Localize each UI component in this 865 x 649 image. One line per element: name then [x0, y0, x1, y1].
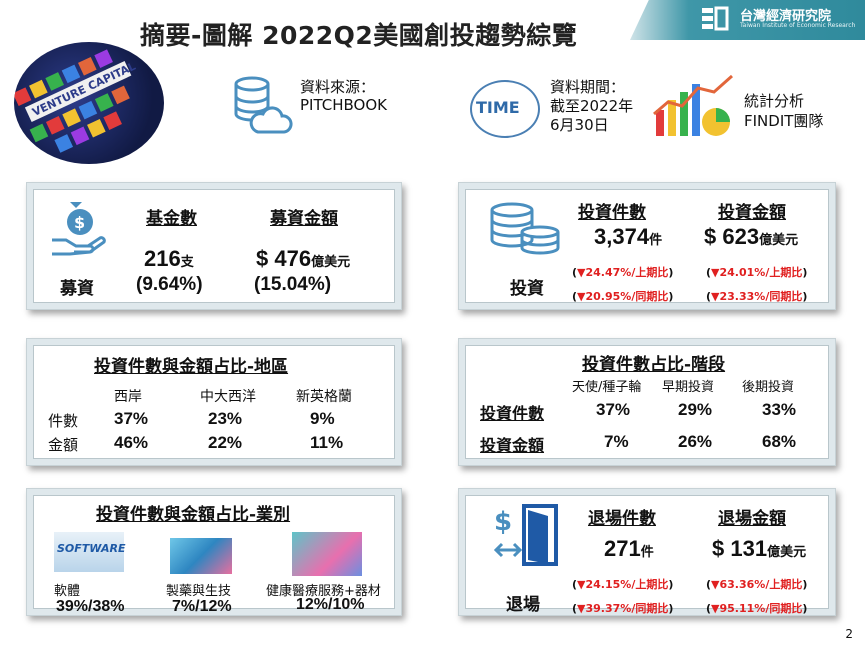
investment-count-value: 3,374件 — [594, 224, 663, 249]
investment-section-label: 投資 — [510, 279, 544, 299]
exit-door-icon: $ — [492, 502, 564, 572]
stage-count-late: 33% — [762, 400, 797, 419]
industry-label-software: 軟體 — [54, 584, 81, 599]
stage-amount-early: 26% — [678, 432, 713, 451]
coins-icon — [488, 202, 562, 262]
stage-title: 投資件數占比-階段 — [582, 355, 726, 375]
venture-capital-image: VENTURE CAPITAL — [14, 42, 164, 164]
exit-panel: $ 退場 退場件數 退場金額 271件 $ 131億美元 (▼24.15%/上期… — [458, 488, 836, 616]
investment-count-heading: 投資件數 — [578, 203, 646, 223]
region-col-newengland: 新英格蘭 — [296, 389, 352, 405]
industry-label-pharma: 製藥與生技 — [166, 584, 232, 599]
stage-col-late: 後期投資 — [742, 380, 795, 395]
fund-amount-value: $ 476億美元 — [256, 246, 351, 271]
brand-subtitle: Taiwan Institute of Economic Research — [740, 22, 856, 29]
database-cloud-icon — [228, 74, 294, 142]
stage-amount-seed: 7% — [604, 432, 629, 451]
exit-amount-value: $ 131億美元 — [712, 536, 807, 561]
region-row-count-label: 件數 — [48, 412, 79, 430]
region-panel: 投資件數與金額占比-地區 西岸 中大西洋 新英格蘭 件數 金額 37% 23% … — [26, 338, 402, 466]
period-date-day: 6月30日 — [550, 116, 609, 134]
industry-label-healthcare: 健康醫療服務+器材 — [266, 584, 381, 599]
exit-amount-qoq: (▼63.36%/上期比) — [706, 578, 808, 591]
exit-count-qoq: (▼24.15%/上期比) — [572, 578, 674, 591]
industry-panel: 投資件數與金額占比-業別 SOFTWARE 軟體 製藥與生技 健康醫療服務+器材… — [26, 488, 402, 616]
brand-logo-icon — [700, 6, 730, 36]
period-label: 資料期間： — [550, 78, 626, 96]
source-label: 資料來源： — [300, 78, 376, 96]
investment-amount-yoy: (▼23.33%/同期比) — [706, 290, 808, 303]
exit-amount-yoy: (▼95.11%/同期比) — [706, 602, 808, 615]
page-title: 摘要-圖解 2022Q2美國創投趨勢綜覽 — [140, 21, 578, 50]
investment-panel: 投資 投資件數 投資金額 3,374件 $ 623億美元 (▼24.47%/上期… — [458, 182, 836, 310]
region-amount-midatlantic: 22% — [208, 433, 243, 452]
region-count-newengland: 9% — [310, 409, 335, 428]
region-amount-westcoast: 46% — [114, 433, 149, 452]
region-amount-newengland: 11% — [310, 433, 344, 452]
industry-title: 投資件數與金額占比-業別 — [96, 505, 291, 525]
software-image: SOFTWARE — [54, 532, 126, 572]
exit-count-value: 271件 — [604, 536, 654, 561]
time-icon: TIME — [470, 80, 540, 138]
exit-count-yoy: (▼39.37%/同期比) — [572, 602, 674, 615]
industry-value-healthcare: 12%/10% — [296, 596, 365, 613]
investment-amount-heading: 投資金額 — [718, 203, 786, 223]
pharma-image — [170, 538, 232, 574]
exit-section-label: 退場 — [506, 595, 540, 615]
fund-amount-pct: (15.04%) — [254, 274, 332, 295]
period-date-year: 截至2022年 — [550, 97, 634, 115]
fund-count-pct: (9.64%) — [136, 274, 203, 295]
exit-amount-heading: 退場金額 — [718, 509, 786, 529]
brand-bar — [630, 0, 865, 40]
exit-count-heading: 退場件數 — [588, 509, 656, 529]
investment-count-qoq: (▼24.47%/上期比) — [572, 266, 674, 279]
stage-col-seed: 天使/種子輪 — [572, 380, 642, 395]
region-title: 投資件數與金額占比-地區 — [94, 357, 289, 377]
investment-amount-value: $ 623億美元 — [704, 224, 799, 249]
analysis-label: 統計分析 — [744, 92, 805, 110]
investment-count-yoy: (▼20.95%/同期比) — [572, 290, 674, 303]
region-col-westcoast: 西岸 — [114, 389, 142, 405]
healthcare-image — [292, 532, 362, 576]
stage-row-count-label: 投資件數 — [480, 404, 545, 423]
time-badge-text: TIME — [476, 98, 520, 117]
region-row-amount-label: 金額 — [48, 436, 79, 454]
investment-amount-qoq: (▼24.01%/上期比) — [706, 266, 808, 279]
page-number: 2 — [845, 627, 853, 641]
fund-amount-heading: 募資金額 — [270, 209, 338, 229]
svg-text:$: $ — [74, 213, 85, 232]
region-count-westcoast: 37% — [114, 409, 149, 428]
software-image-text: SOFTWARE — [57, 542, 126, 555]
brand-name: 台灣經濟研究院 — [740, 9, 832, 24]
stage-panel: 投資件數占比-階段 天使/種子輪 早期投資 後期投資 投資件數 投資金額 37%… — [458, 338, 836, 466]
fundraising-section-label: 募資 — [60, 279, 94, 299]
industry-value-software: 39%/38% — [56, 598, 125, 615]
stage-amount-late: 68% — [762, 432, 797, 451]
source-value: PITCHBOOK — [300, 96, 387, 114]
region-count-midatlantic: 23% — [208, 409, 243, 428]
region-col-midatlantic: 中大西洋 — [200, 389, 256, 405]
money-hand-icon: $ — [50, 198, 108, 260]
stage-count-early: 29% — [678, 400, 713, 419]
fund-count-value: 216支 — [144, 246, 194, 271]
stage-row-amount-label: 投資金額 — [480, 436, 545, 455]
svg-text:$: $ — [494, 507, 512, 537]
analysis-team: FINDIT團隊 — [744, 112, 824, 130]
industry-value-pharma: 7%/12% — [172, 598, 232, 615]
stage-count-seed: 37% — [596, 400, 631, 419]
stage-col-early: 早期投資 — [662, 380, 715, 395]
fund-count-heading: 基金數 — [146, 209, 197, 229]
fundraising-panel: $ 募資 基金數 募資金額 216支 (9.64%) $ 476億美元 (15.… — [26, 182, 402, 310]
analytics-chart-icon — [648, 70, 740, 144]
